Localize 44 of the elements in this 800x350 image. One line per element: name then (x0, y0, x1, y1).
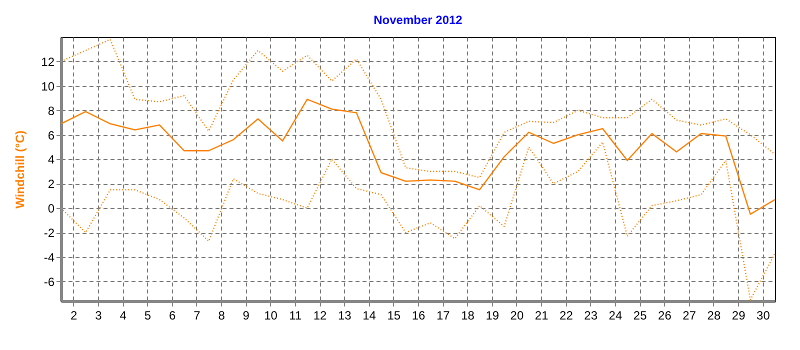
y-tick-label: 12 (41, 54, 55, 69)
x-tick-label: 3 (95, 308, 102, 322)
x-tick-label: 10 (264, 308, 278, 322)
x-tick-label: 11 (289, 308, 302, 322)
x-tick-label: 26 (658, 308, 672, 322)
y-tick-label: -2 (44, 226, 55, 240)
x-tick-label: 22 (560, 308, 574, 322)
y-axis-title: Windchill (°C) (13, 130, 28, 209)
line-series (61, 141, 775, 300)
line-series (61, 98, 775, 215)
x-tick-label: 12 (313, 308, 328, 322)
y-tick-label: 2 (48, 177, 55, 192)
x-tick-label: 7 (194, 308, 201, 322)
x-tick-label: 21 (534, 308, 549, 322)
x-tick-label: 4 (120, 308, 127, 322)
x-tick-label: 18 (461, 308, 475, 322)
y-tick-label: 10 (41, 79, 55, 94)
x-tick-label: 25 (633, 308, 648, 322)
y-tick-label: -6 (44, 274, 55, 289)
x-tick-label: 13 (338, 308, 352, 322)
x-tick-label: 24 (608, 308, 622, 322)
x-tick-label: 2 (70, 308, 78, 322)
x-tick-label: 6 (168, 308, 176, 322)
x-tick-label: 14 (362, 308, 376, 322)
x-tick-label: 28 (707, 308, 721, 322)
x-tick-label: 17 (436, 308, 450, 322)
x-tick-label: 20 (510, 308, 524, 322)
x-tick-label: 9 (242, 308, 250, 322)
x-tick-label: 5 (144, 308, 152, 322)
x-tick-label: 19 (486, 308, 500, 322)
y-tick-label: 8 (48, 104, 55, 118)
x-tick-label: 23 (584, 308, 598, 322)
x-tick-label: 29 (732, 308, 746, 322)
y-tick-label: -4 (44, 250, 55, 264)
y-tick-label: 4 (48, 152, 55, 167)
x-tick-label: 16 (412, 308, 426, 322)
chart-title: November 2012 (374, 13, 463, 27)
x-tick-label: 27 (682, 308, 696, 322)
line-series (61, 38, 775, 178)
y-tick-label: 6 (48, 128, 55, 142)
x-tick-label: 8 (218, 308, 226, 322)
x-tick-label: 30 (756, 308, 770, 322)
y-tick-label: 0 (48, 202, 55, 216)
x-tick-label: 15 (387, 308, 401, 322)
